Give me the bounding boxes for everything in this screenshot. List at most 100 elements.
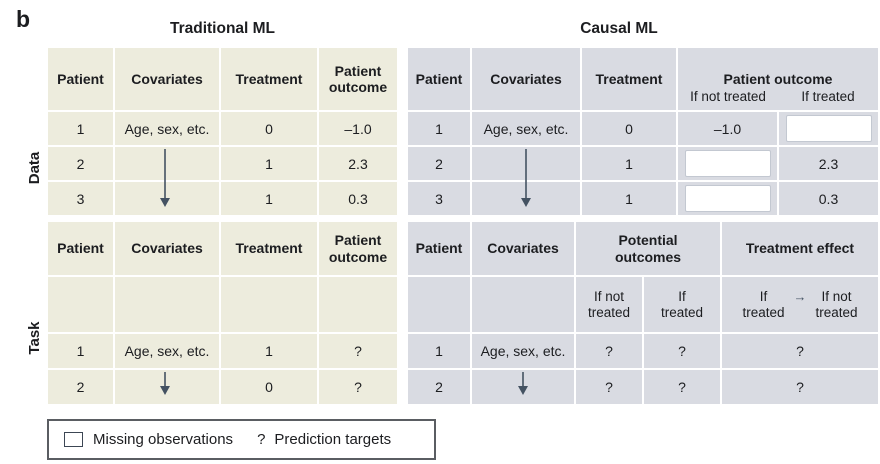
causal-data-table: Patient Covariates Treatment Patient out… (408, 48, 878, 215)
cell-outcome-not-treated (678, 182, 777, 215)
missing-observation-box (684, 185, 771, 212)
header-line: Patient (334, 62, 382, 79)
cell-treatment-effect: ? (722, 334, 878, 368)
cell-treatment: 0 (582, 112, 676, 145)
right-arrow-icon: → (793, 288, 807, 304)
cell-potential-not-treated: ? (576, 334, 642, 368)
cell-patient: 1 (48, 112, 113, 145)
traditional-task-table: Patient Covariates Treatment Patient out… (48, 222, 397, 404)
subheader-treatment-effect: If treated → If not treated (722, 277, 878, 332)
subheader-line: treated (742, 304, 785, 320)
spacer-cell (319, 277, 397, 332)
spacer-cell (408, 277, 470, 332)
header-line: outcomes (614, 248, 682, 265)
cell-covariates: Age, sex, etc. (115, 112, 219, 145)
cell-covariates (115, 147, 219, 180)
header-line: outcome (328, 248, 388, 265)
cell-patient: 3 (408, 182, 470, 215)
panel-label: b (16, 6, 31, 32)
cell-treatment: 0 (221, 112, 317, 145)
header-treatment-effect: Treatment effect (722, 222, 878, 275)
spacer-cell (115, 277, 219, 332)
header-treatment: Treatment (582, 48, 676, 110)
spacer-cell (221, 277, 317, 332)
cell-patient: 3 (48, 182, 113, 215)
traditional-ml-title: Traditional ML (169, 20, 276, 37)
cell-treatment: 1 (582, 182, 676, 215)
subheader-if-treated: If treated (644, 277, 720, 332)
missing-observation-box-icon (64, 432, 83, 447)
subheader-line: If (678, 288, 686, 304)
legend-missing-label: Missing observations (93, 431, 234, 448)
header-potential-outcomes: Potential outcomes (576, 222, 720, 275)
cell-patient: 2 (48, 147, 113, 180)
header-covariates: Covariates (472, 48, 580, 110)
cell-potential-treated: ? (644, 370, 720, 404)
cell-covariates: Age, sex, etc. (472, 334, 574, 368)
header-covariates: Covariates (115, 222, 219, 275)
header-covariates: Covariates (472, 222, 574, 275)
data-section-label: Data (26, 151, 43, 185)
traditional-data-table: Patient Covariates Treatment Patient out… (48, 48, 397, 215)
subheader-line: If (759, 288, 768, 304)
cell-patient: 1 (408, 112, 470, 145)
cell-potential-not-treated: ? (576, 370, 642, 404)
cell-patient: 1 (48, 334, 113, 368)
task-section-label: Task (26, 321, 43, 355)
cell-covariates (472, 370, 574, 404)
header-patient-outcome: Patient outcome (319, 222, 397, 275)
cell-outcome-not-treated: –1.0 (678, 112, 777, 145)
subheader-line: treated (815, 304, 858, 320)
subheader-line: treated (660, 304, 704, 320)
subheader-if-not-treated: If not treated (690, 89, 766, 105)
cell-patient: 2 (408, 370, 470, 404)
header-patient: Patient (408, 222, 470, 275)
missing-observation-box (785, 115, 872, 142)
cell-covariates (472, 182, 580, 215)
cell-covariates (472, 147, 580, 180)
legend: Missing observations ? Prediction target… (47, 419, 436, 460)
cell-outcome-not-treated (678, 147, 777, 180)
subheader-line: If not (821, 288, 852, 304)
causal-task-table: Patient Covariates Potential outcomes Tr… (408, 222, 878, 404)
cell-treatment: 0 (221, 370, 317, 404)
cell-covariates: Age, sex, etc. (472, 112, 580, 145)
header-patient: Patient (48, 48, 113, 110)
cell-outcome: –1.0 (319, 112, 397, 145)
cell-covariates (115, 370, 219, 404)
cell-covariates: Age, sex, etc. (115, 334, 219, 368)
spacer-cell (472, 277, 574, 332)
cell-covariates (115, 182, 219, 215)
header-patient: Patient (408, 48, 470, 110)
subheader-line: treated (587, 304, 631, 320)
cell-outcome: 0.3 (319, 182, 397, 215)
subheader-if-not-treated: If not treated (576, 277, 642, 332)
cell-treatment: 1 (221, 182, 317, 215)
header-covariates: Covariates (115, 48, 219, 110)
spacer-cell (48, 277, 113, 332)
missing-observation-box (684, 150, 771, 177)
subheader-if-not-treated: If not treated (816, 289, 858, 321)
cell-patient: 1 (408, 334, 470, 368)
cell-outcome: 2.3 (319, 147, 397, 180)
cell-treatment: 1 (221, 147, 317, 180)
cell-patient: 2 (408, 147, 470, 180)
header-patient: Patient (48, 222, 113, 275)
header-treatment: Treatment (221, 48, 317, 110)
header-patient-outcome: Patient outcome (723, 71, 833, 88)
legend-prediction-label: Prediction targets (274, 431, 392, 448)
cell-outcome-treated: 0.3 (779, 182, 878, 215)
question-mark-symbol: ? (257, 431, 266, 448)
cell-patient: 2 (48, 370, 113, 404)
cell-outcome-target: ? (319, 334, 397, 368)
header-patient-outcome: Patient outcome (319, 48, 397, 110)
subheader-line: If not (593, 288, 625, 304)
cell-outcome-target: ? (319, 370, 397, 404)
header-patient-outcome-group: Patient outcome If not treated If treate… (678, 48, 878, 110)
cell-treatment-effect: ? (722, 370, 878, 404)
cell-potential-treated: ? (644, 334, 720, 368)
cell-treatment: 1 (582, 147, 676, 180)
header-line: outcome (328, 79, 388, 95)
cell-treatment: 1 (221, 334, 317, 368)
